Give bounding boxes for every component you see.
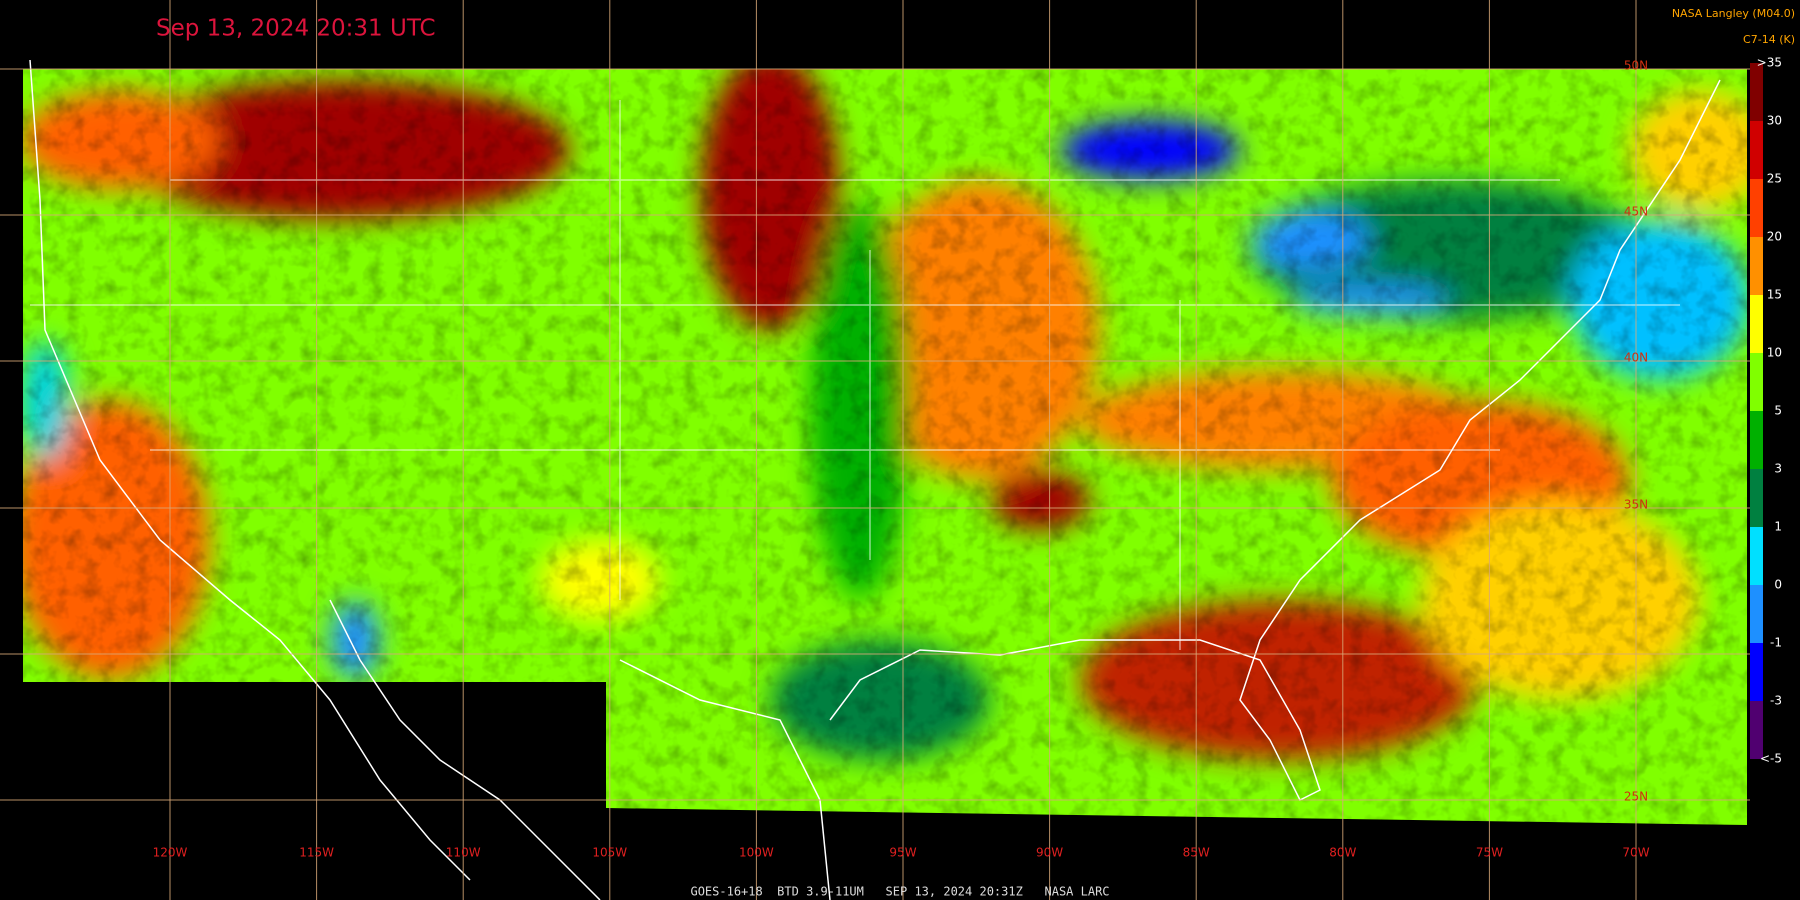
coast-baja: [329, 599, 601, 900]
colorbar-swatch: [1750, 295, 1763, 353]
colorbar-swatch: [1750, 701, 1763, 759]
colorbar-label: -1: [1770, 636, 1782, 650]
latitude-label: 40N: [1624, 351, 1648, 365]
colorbar-swatch: [1750, 643, 1763, 701]
longitude-label: 105W: [592, 846, 627, 860]
timestamp-title: Sep 13, 2024 20:31 UTC: [156, 16, 436, 42]
latitude-label: 45N: [1624, 205, 1648, 219]
longitude-label: 100W: [739, 846, 774, 860]
longitude-label: 70W: [1622, 846, 1649, 860]
longitude-label: 95W: [889, 846, 916, 860]
colorbar-label: 20: [1767, 230, 1782, 244]
coast-texas: [619, 659, 831, 900]
colorbar-label: 25: [1767, 172, 1782, 186]
latitude-label: 50N: [1624, 59, 1648, 73]
credit: NASA Langley (M04.0): [1672, 7, 1795, 20]
units: C7-14 (K): [1743, 33, 1795, 46]
longitude-label: 80W: [1329, 846, 1356, 860]
colorbar-label: <-5: [1760, 752, 1782, 766]
coastlines: [29, 59, 1721, 900]
colorbar-label: 0: [1774, 578, 1782, 592]
colorbar-swatch: [1750, 585, 1763, 643]
colorbar-swatch: [1750, 63, 1763, 121]
longitude-label: 85W: [1183, 846, 1210, 860]
colorbar-label: -3: [1770, 694, 1782, 708]
colorbar-swatch: [1750, 121, 1763, 179]
state-borders: [30, 100, 1680, 650]
colorbar-swatch: [1750, 179, 1763, 237]
colorbar-label: 5: [1774, 404, 1782, 418]
longitude-label: 90W: [1036, 846, 1063, 860]
latitude-label: 25N: [1624, 790, 1648, 804]
longitude-label: 115W: [299, 846, 334, 860]
coast-east: [829, 79, 1721, 802]
colorbar-label: 3: [1774, 462, 1782, 476]
colorbar-label: 15: [1767, 288, 1782, 302]
colorbar-swatch: [1750, 527, 1763, 585]
colorbar-swatch: [1750, 237, 1763, 295]
longitude-label: 120W: [153, 846, 188, 860]
graticule: 120W 115W 110W 105W 100W 95W 90W 85W 80W 75W 70W 50…: [0, 0, 1750, 900]
colorbar-label: >35: [1757, 56, 1782, 70]
longitude-label: 110W: [446, 846, 481, 860]
colorbar-label: 30: [1767, 114, 1782, 128]
colorbar-swatch: [1750, 411, 1763, 469]
colorbar-label: 10: [1767, 346, 1782, 360]
footer: GOES-16+18 BTD 3.9-11UM SEP 13, 2024 20:…: [690, 885, 1109, 899]
colorbar-label: 1: [1774, 520, 1782, 534]
longitude-label: 75W: [1476, 846, 1503, 860]
colorbar-swatch: [1750, 353, 1763, 411]
latitude-label: 35N: [1624, 498, 1648, 512]
colorbar-swatch: [1750, 469, 1763, 527]
